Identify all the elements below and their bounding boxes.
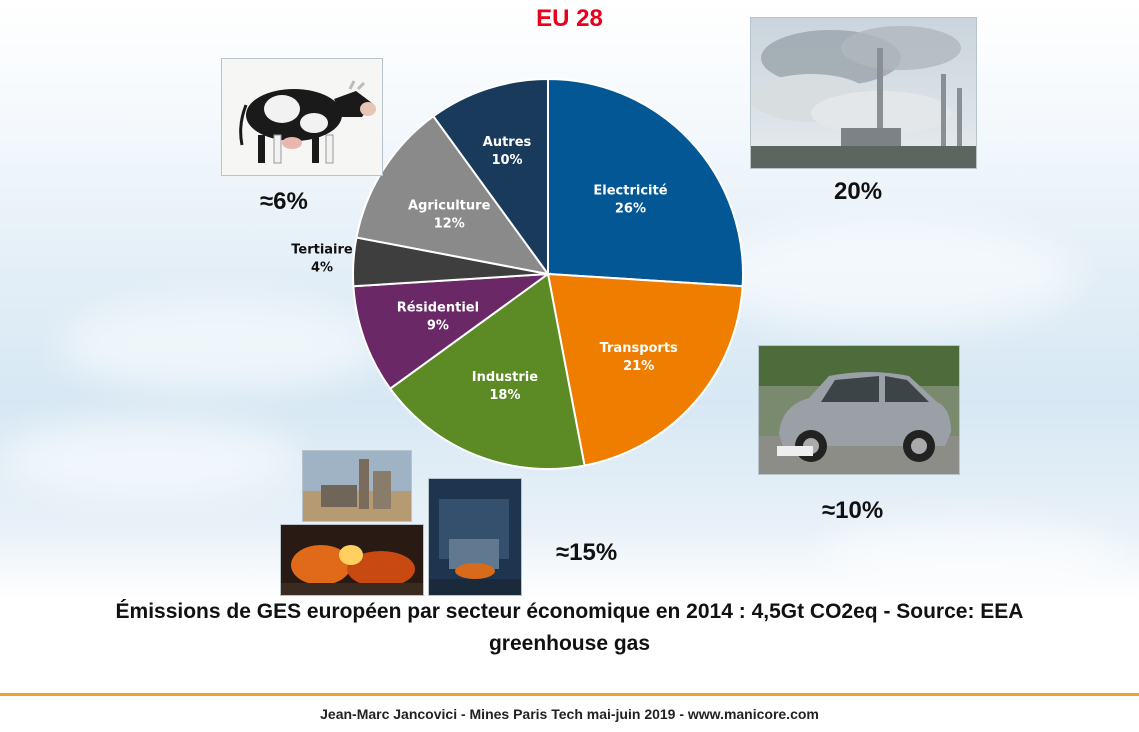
slice-label-6: Autres: [483, 135, 532, 150]
pie-slice-2: [388, 272, 586, 470]
slice-label-3: Résidentiel: [397, 301, 479, 316]
slice-value-1: 21%: [623, 359, 654, 374]
slice-value-5: 12%: [434, 216, 465, 231]
chart-title: EU 28: [536, 5, 603, 32]
slice-value-0: 26%: [615, 202, 646, 217]
slice-label-1: Transports: [600, 341, 678, 356]
background-cloud: [0, 420, 300, 500]
cement-plant-photo: [302, 450, 412, 522]
pie-slice-1: [546, 272, 744, 467]
slice-value-6: 10%: [491, 153, 522, 168]
pie-chart: Electricité 26% Transports 21% Industrie 18% R…: [291, 77, 744, 470]
slice-value-4: 4%: [311, 261, 333, 276]
power-plant-photo: [750, 17, 977, 169]
pie-slice-3: [352, 272, 552, 391]
pie-slice-6: [431, 77, 549, 278]
transports-annotation: ≈10%: [822, 497, 884, 524]
cow-photo: [221, 58, 383, 176]
slice-label-2: Industrie: [472, 370, 538, 385]
caption-line-2: greenhouse gas: [488, 632, 651, 655]
slice-value-3: 9%: [427, 319, 449, 334]
background-cloud: [820, 520, 1120, 590]
footer-divider: [0, 693, 1139, 696]
steel-furnace-photo: [280, 524, 424, 596]
slice-value-2: 18%: [489, 388, 520, 403]
slice-label-5: Agriculture: [408, 198, 491, 213]
car-photo: [758, 345, 960, 475]
electricite-annotation: 20%: [834, 178, 883, 205]
caption-line-1: Émissions de GES européen par secteur éc…: [115, 600, 1024, 623]
pie-slice-0: [547, 77, 744, 288]
footer-credit: Jean-Marc Jancovici - Mines Paris Tech m…: [320, 706, 819, 722]
slice-label-0: Electricité: [593, 184, 667, 199]
agriculture-annotation: ≈6%: [260, 188, 308, 215]
steel-mill-photo: [428, 478, 522, 596]
background-cloud: [60, 300, 380, 390]
background-cloud: [700, 220, 1080, 330]
pie-slice-5: [355, 114, 551, 276]
industrie-annotation: ≈15%: [556, 539, 618, 566]
chart-caption: Émissions de GES européen par secteur éc…: [0, 596, 1139, 660]
slice-label-4: Tertiaire: [291, 243, 353, 258]
